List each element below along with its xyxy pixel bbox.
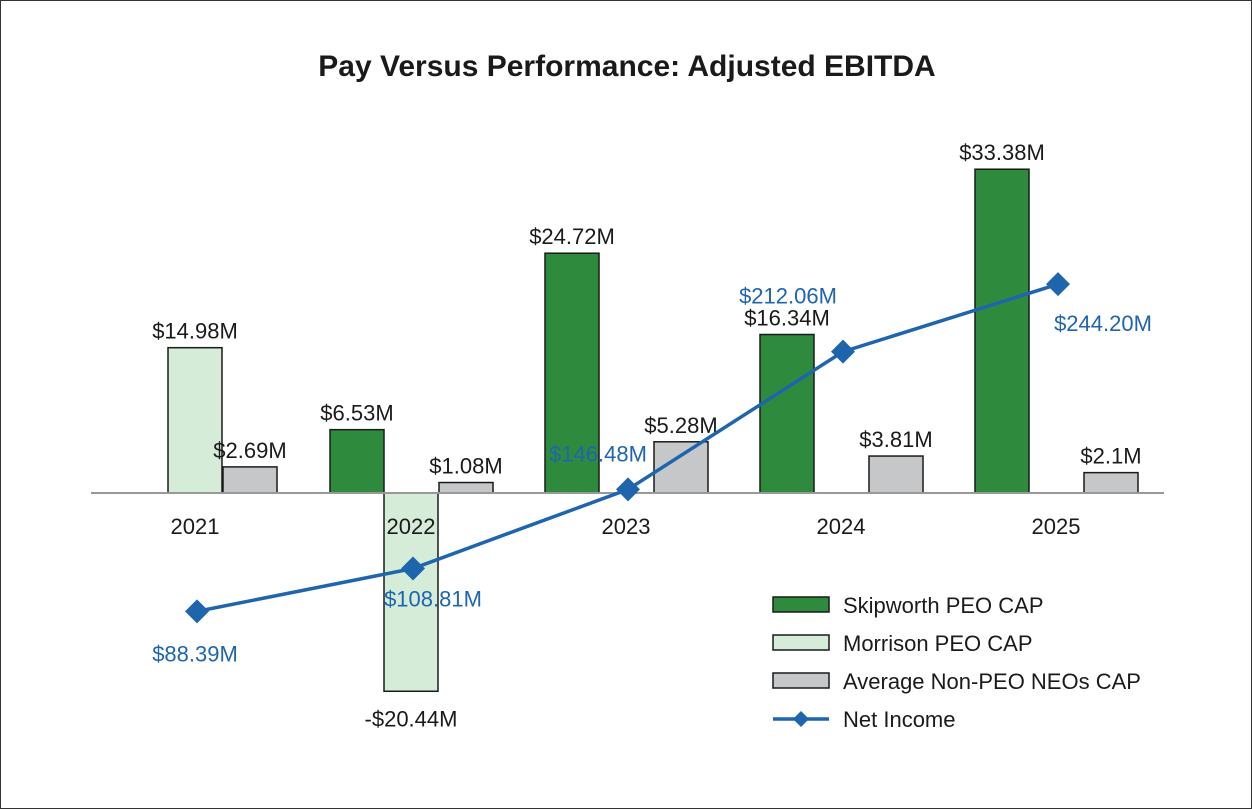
net-income-label-2022: $108.81M: [384, 586, 482, 611]
data-label-skipworth-peo-cap-2023: $24.72M: [529, 224, 615, 249]
x-tick-label-2024: 2024: [817, 514, 866, 539]
legend-marker-net-income: [793, 711, 809, 727]
x-tick-label-2021: 2021: [171, 514, 220, 539]
legend-swatch-average-non-peo-neos-cap: [772, 672, 830, 689]
net-income-marker-2025: [1046, 272, 1070, 297]
bar-morrison-peo-cap-2021: [167, 346, 223, 494]
data-label-average-non-peo-neos-cap-2025: $2.1M: [1080, 444, 1141, 469]
net-income-label-2024: $212.06M: [739, 284, 837, 309]
legend-label-skipworth-peo-cap: Skipworth PEO CAP: [843, 593, 1044, 618]
data-label-morrison-peo-cap-2021: $14.98M: [152, 319, 238, 344]
net-income-line-layer: $88.39M $108.81M $146.48M $212.06M $244.20M: [152, 272, 1152, 666]
legend: Skipworth PEO CAP Morrison PEO CAP Average…: [772, 593, 1141, 732]
data-label-skipworth-peo-cap-2024: $16.34M: [744, 306, 830, 331]
net-income-marker-2022: [401, 556, 425, 581]
bar-average-non-peo-neos-cap-2024: [868, 455, 924, 494]
net-income-marker-2023: [616, 477, 640, 502]
chart-title: Pay Versus Performance: Adjusted EBITDA: [318, 50, 935, 83]
net-income-label-2023: $146.48M: [549, 441, 647, 466]
data-label-average-non-peo-neos-cap-2021: $2.69M: [213, 438, 286, 463]
legend-swatch-morrison-peo-cap: [772, 634, 830, 651]
legend-label-average-non-peo-neos-cap: Average Non-PEO NEOs CAP: [843, 669, 1141, 694]
bar-skipworth-peo-cap-2023: [544, 252, 600, 494]
bar-average-non-peo-neos-cap-2022: [438, 481, 494, 494]
bar-skipworth-peo-cap-2025: [974, 168, 1030, 494]
bar-average-non-peo-neos-cap-2021: [222, 466, 278, 494]
bar-average-non-peo-neos-cap-2025: [1083, 471, 1139, 494]
data-label-average-non-peo-neos-cap-2022: $1.08M: [429, 454, 502, 479]
x-tick-label-2022: 2022: [387, 514, 436, 539]
data-label-skipworth-peo-cap-2025: $33.38M: [959, 140, 1045, 165]
legend-swatch-skipworth-peo-cap: [772, 596, 830, 613]
bar-skipworth-peo-cap-2022: [329, 428, 385, 494]
legend-label-morrison-peo-cap: Morrison PEO CAP: [843, 631, 1033, 656]
legend-label-net-income: Net Income: [843, 707, 956, 732]
net-income-label-2025: $244.20M: [1054, 311, 1152, 336]
bar-morrison-peo-cap-2022: [383, 492, 439, 693]
data-label-skipworth-peo-cap-2022: $6.53M: [320, 401, 393, 426]
data-label-average-non-peo-neos-cap-2024: $3.81M: [859, 427, 932, 452]
net-income-label-2021: $88.39M: [152, 641, 238, 666]
bar-skipworth-peo-cap-2024: [759, 333, 815, 494]
x-tick-label-2023: 2023: [602, 514, 651, 539]
net-income-marker-2021: [185, 599, 209, 624]
x-tick-label-2025: 2025: [1032, 514, 1081, 539]
data-label-average-non-peo-neos-cap-2023: $5.28M: [644, 413, 717, 438]
net-income-marker-2024: [831, 339, 855, 364]
bars-layer: $14.98M $2.69M -$20.44M $6.53M $1.08M $24.72M…: [152, 140, 1141, 731]
data-label-morrison-peo-cap-2022: -$20.44M: [365, 706, 458, 731]
